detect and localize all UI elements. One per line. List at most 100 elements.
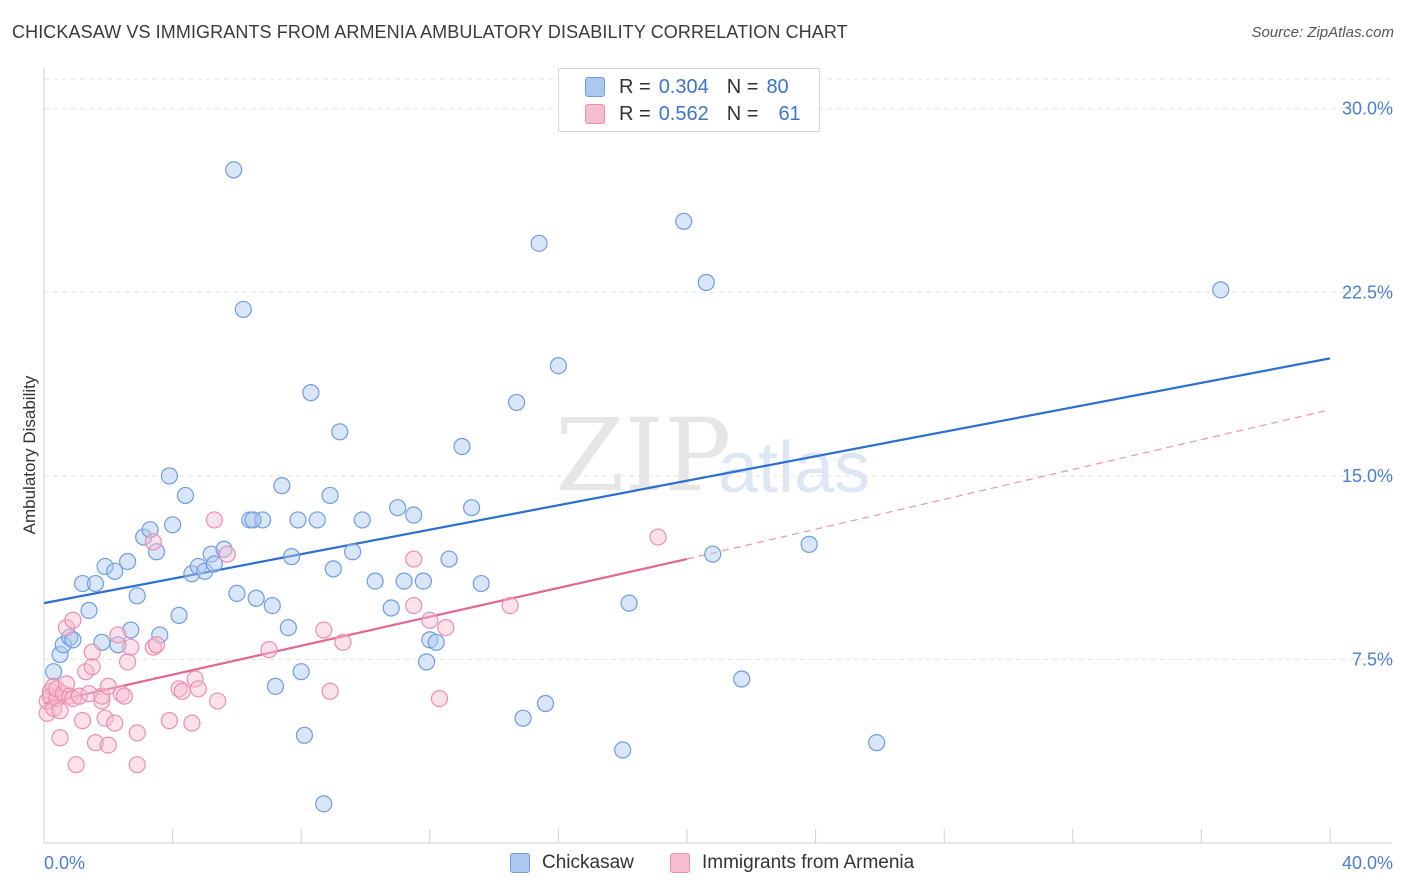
armenia-point: [109, 626, 127, 644]
armenia-point: [115, 687, 133, 705]
armenia-point: [186, 670, 204, 688]
series-name: Immigrants from Armenia: [702, 852, 915, 873]
chickasaw-point: [462, 499, 481, 517]
armenia-point: [96, 709, 114, 727]
y-tick-label: 30.0%: [1342, 99, 1393, 119]
legend-r-value: 0.304: [658, 75, 709, 98]
chickasaw-point: [514, 709, 532, 727]
chickasaw-point: [614, 741, 632, 759]
armenia-point: [51, 702, 69, 720]
chickasaw-point: [331, 423, 349, 441]
chickasaw-point: [170, 606, 188, 624]
armenia-point: [122, 638, 140, 656]
legend-n-label: N =: [726, 102, 759, 125]
armenia-point: [405, 550, 423, 568]
armenia-point: [61, 687, 79, 705]
y-tick-label: 7.5%: [1352, 649, 1393, 669]
legend-n-label: N =: [726, 75, 759, 98]
x-tick-label: 0.0%: [44, 853, 85, 873]
chickasaw-point: [164, 516, 182, 534]
chickasaw-point: [244, 511, 262, 529]
chickasaw-point: [273, 477, 291, 495]
armenia-trend-extension: [686, 409, 1331, 560]
chickasaw-point: [80, 601, 98, 620]
chickasaw-point: [279, 619, 297, 637]
armenia-point: [93, 687, 111, 705]
chickasaw-point: [263, 596, 281, 615]
chart-title: CHICKASAW VS IMMIGRANTS FROM ARMENIA AMB…: [12, 22, 848, 42]
armenia-point: [118, 653, 137, 671]
chickasaw-point: [536, 694, 555, 713]
chickasaw-point: [508, 393, 526, 412]
armenia-point: [99, 677, 117, 695]
x-tick-label: 40.0%: [1342, 853, 1393, 873]
chickasaw-point: [366, 572, 384, 590]
watermark-atlas: atlas: [718, 428, 870, 508]
chickasaw-point: [247, 589, 265, 607]
chickasaw-point: [61, 628, 79, 647]
armenia-point: [73, 712, 92, 730]
chickasaw-point: [733, 670, 751, 688]
armenia-point: [112, 685, 130, 703]
series-legend: Chickasaw Immigrants from Armenia: [0, 852, 1406, 878]
chickasaw-point: [176, 486, 195, 505]
legend-r-label: R =: [619, 102, 651, 125]
legend-n-value: 80: [766, 75, 789, 98]
armenia-point: [83, 643, 101, 661]
series-legend-armenia[interactable]: Immigrants from Armenia: [670, 852, 914, 874]
series-name: Chickasaw: [542, 852, 634, 873]
chickasaw-point: [440, 550, 458, 568]
chickasaw-point: [417, 653, 436, 671]
watermark: ZIP atlas: [555, 397, 870, 514]
armenia-point: [218, 545, 236, 563]
armenia-point: [83, 658, 101, 676]
chickasaw-point: [147, 543, 166, 561]
armenia-point: [160, 712, 178, 730]
legend-r-label: R =: [619, 75, 651, 98]
chickasaw-point: [160, 467, 178, 485]
chickasaw-point: [704, 545, 722, 563]
legend-swatch-armenia: [585, 104, 605, 124]
series-legend-chickasaw[interactable]: Chickasaw: [510, 852, 634, 874]
data-points: [38, 109, 1230, 813]
trend-lines: [43, 357, 1331, 705]
chickasaw-point: [215, 540, 233, 558]
armenia-point: [144, 533, 162, 551]
chickasaw-point: [266, 677, 285, 695]
armenia-point: [147, 636, 166, 654]
chart-source: Source: ZipAtlas.com: [1251, 24, 1394, 41]
chickasaw-trend-line: [43, 357, 1331, 605]
armenia-point: [649, 528, 667, 546]
armenia-point: [260, 641, 278, 659]
chickasaw-point: [106, 562, 124, 580]
chickasaw-point: [73, 574, 92, 593]
chickasaw-point: [405, 506, 423, 524]
chickasaw-point: [324, 560, 342, 578]
chickasaw-point: [96, 557, 114, 576]
armenia-point: [80, 685, 98, 703]
grid-lines: [44, 78, 1392, 660]
chickasaw-point: [697, 273, 715, 292]
chickasaw-point: [675, 212, 693, 230]
armenia-point: [128, 724, 146, 742]
chickasaw-point: [234, 300, 252, 319]
armenia-point: [99, 736, 117, 754]
y-tick-label: 22.5%: [1342, 282, 1393, 302]
series-swatch-armenia: [670, 853, 690, 873]
legend-row-armenia: R = 0.562 N = 61: [585, 101, 801, 127]
chickasaw-point: [1212, 281, 1230, 299]
chickasaw-point: [382, 599, 400, 617]
y-axis-label: Ambulatory Disability: [20, 375, 39, 534]
armenia-point: [205, 511, 223, 529]
legend-swatch-chickasaw: [585, 77, 605, 97]
chickasaw-point: [45, 663, 63, 681]
chickasaw-point: [868, 734, 886, 752]
chickasaw-point: [86, 574, 105, 593]
chickasaw-point: [295, 726, 314, 744]
armenia-point: [64, 611, 82, 629]
chickasaw-point: [800, 535, 818, 553]
chickasaw-point: [315, 795, 333, 813]
armenia-point: [334, 633, 352, 651]
chickasaw-point: [118, 552, 137, 571]
